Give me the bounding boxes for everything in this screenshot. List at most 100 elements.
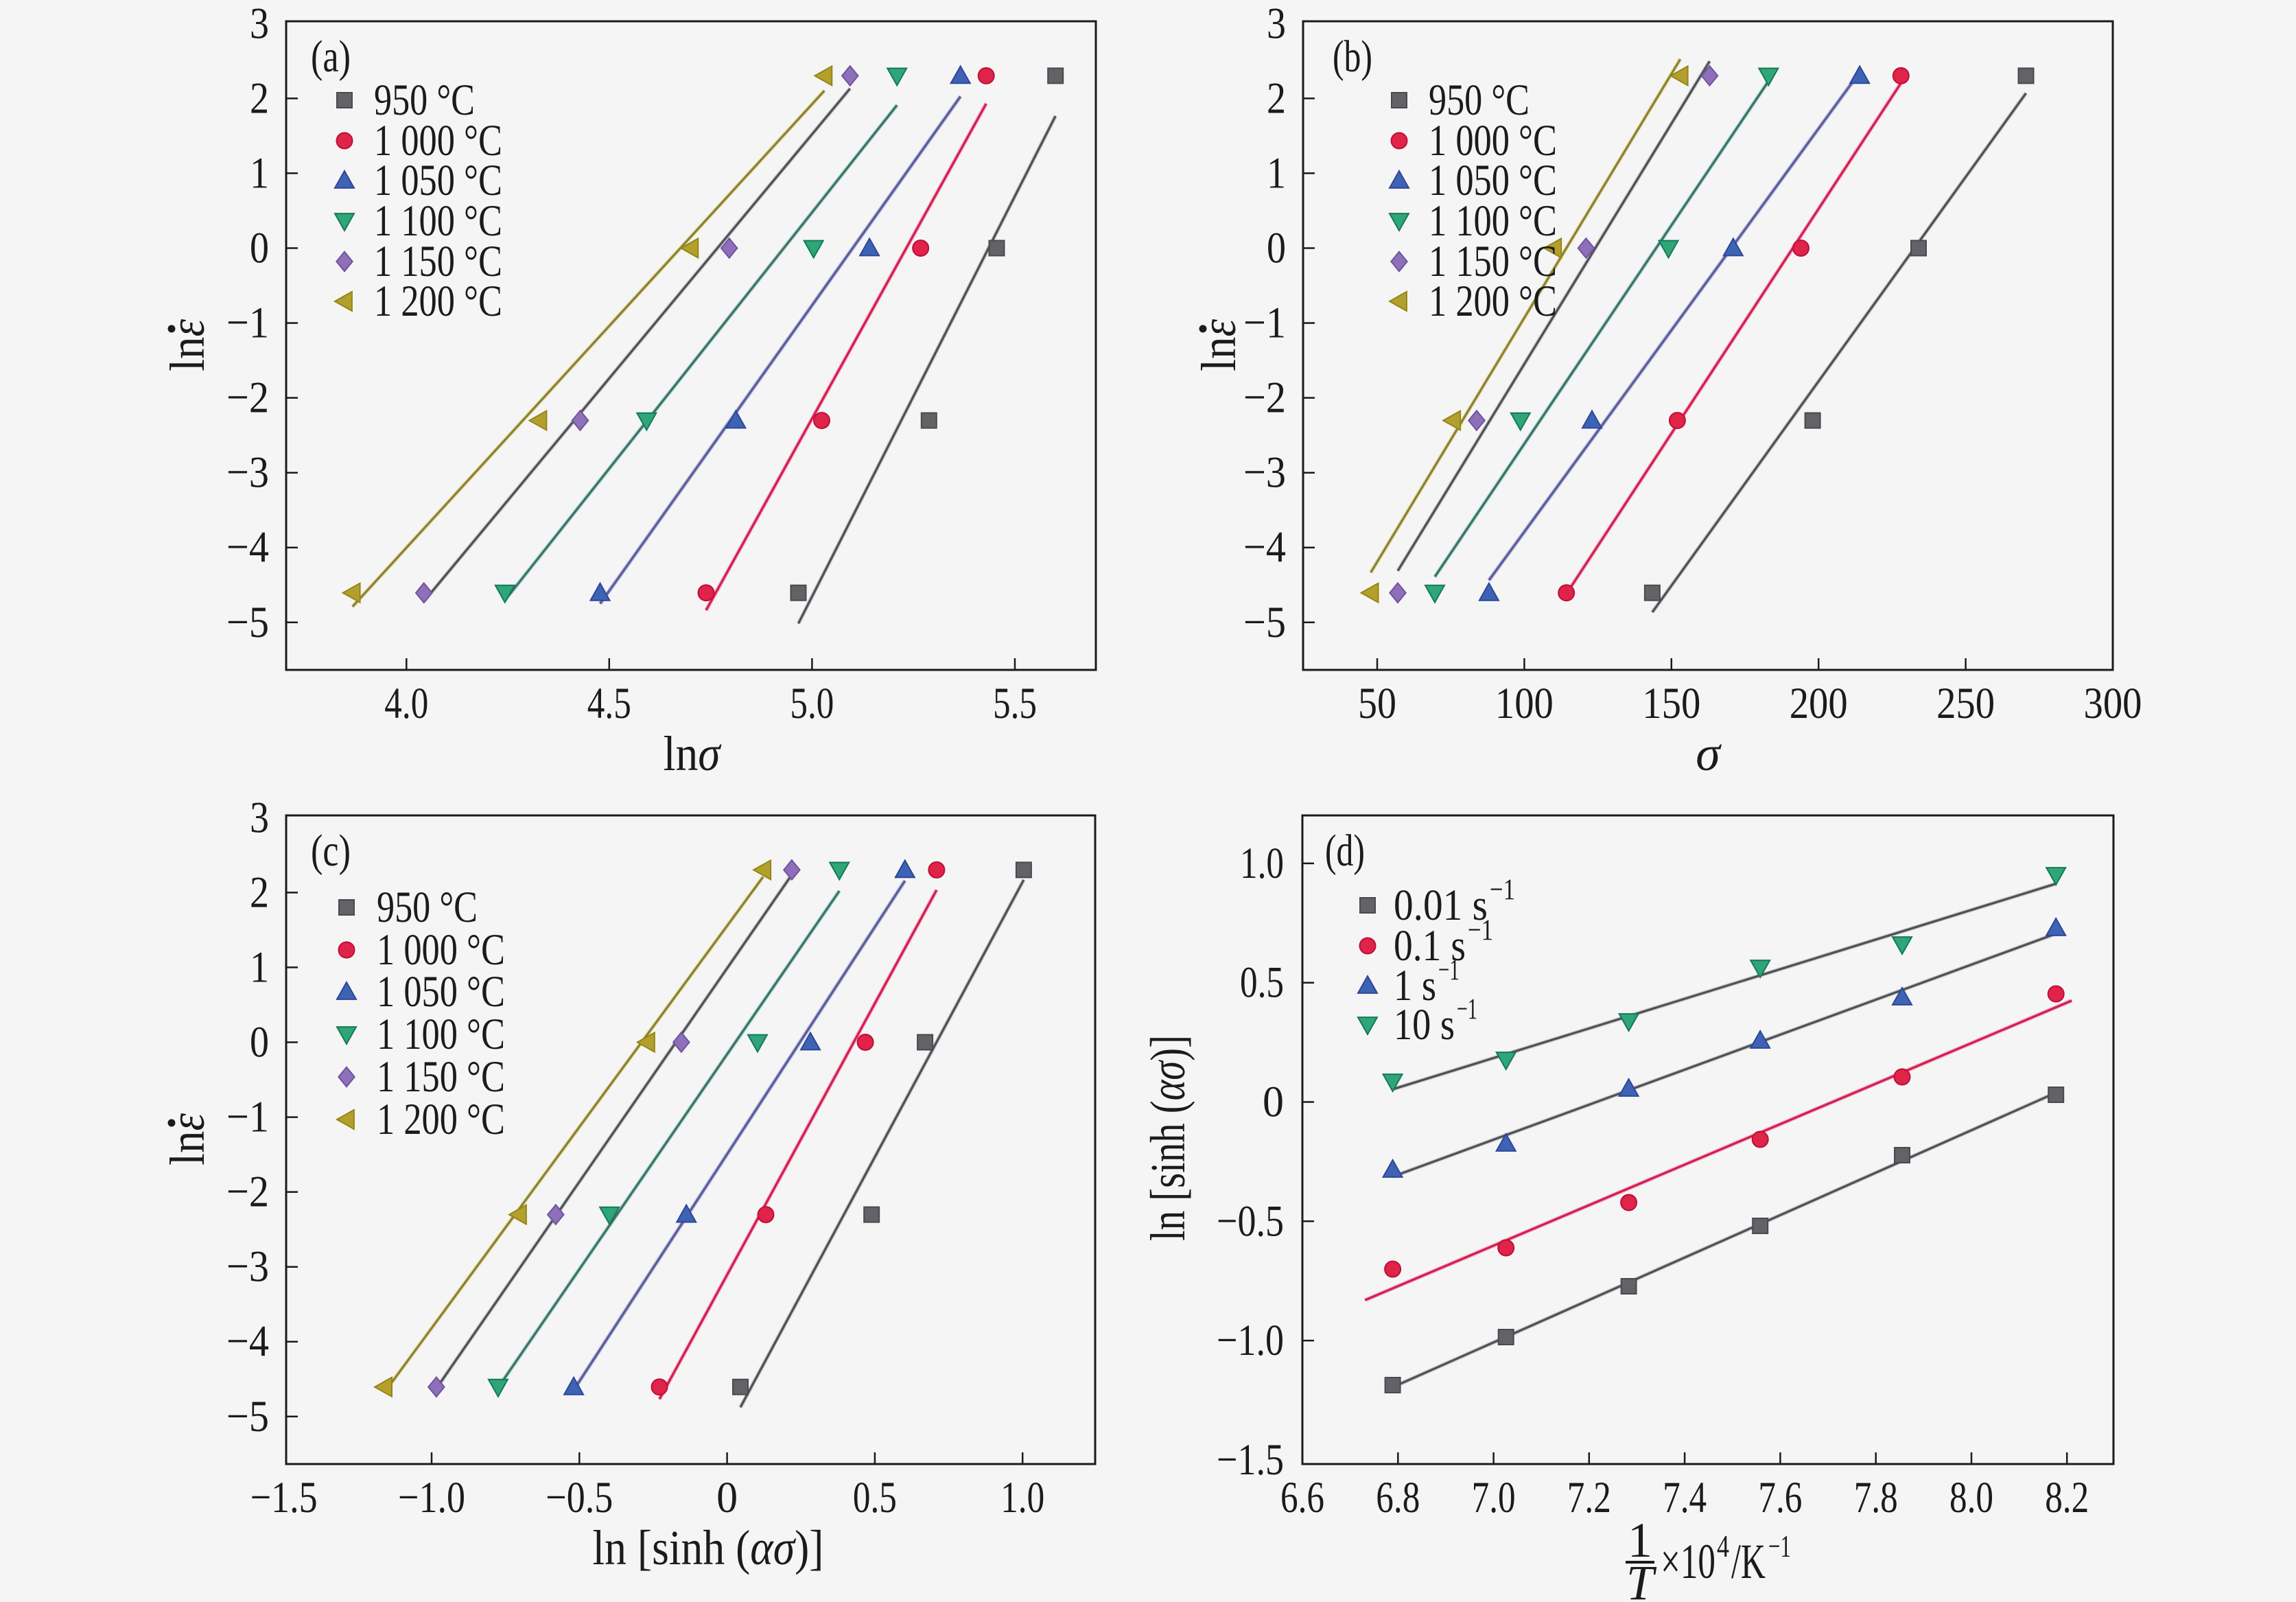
svg-text:0.5: 0.5: [1240, 958, 1284, 1008]
svg-text:ln [sinh (ασ)]: ln [sinh (ασ)]: [1140, 1035, 1195, 1241]
svg-text:1: 1: [250, 148, 269, 198]
svg-text:−1: −1: [1457, 993, 1477, 1025]
svg-text:−1: −1: [1468, 914, 1493, 947]
svg-text:(a): (a): [311, 32, 351, 82]
svg-text:950 °C: 950 °C: [374, 76, 475, 125]
svg-text:100: 100: [1495, 679, 1554, 728]
svg-text:−1.5: −1.5: [1217, 1435, 1284, 1485]
svg-text:−2: −2: [1243, 373, 1286, 423]
svg-text:1 200 °C: 1 200 °C: [1429, 277, 1557, 326]
svg-text:−0.5: −0.5: [546, 1473, 613, 1522]
svg-text:0: 0: [250, 1018, 269, 1067]
svg-text:7.4: 7.4: [1663, 1473, 1707, 1522]
svg-text:6.8: 6.8: [1376, 1473, 1420, 1522]
svg-text:3: 3: [250, 793, 269, 842]
svg-text:1 050 °C: 1 050 °C: [374, 156, 502, 205]
svg-text:2: 2: [1267, 73, 1286, 123]
svg-text:1 000 °C: 1 000 °C: [1429, 116, 1557, 165]
svg-text:−4: −4: [226, 523, 269, 572]
svg-text:lnε: lnε: [160, 1113, 215, 1165]
svg-text:10 s: 10 s: [1394, 1000, 1455, 1049]
svg-text:lnε: lnε: [160, 318, 215, 371]
svg-text:8.2: 8.2: [2045, 1473, 2089, 1522]
svg-text:150: 150: [1642, 679, 1700, 728]
svg-text:6.6: 6.6: [1280, 1473, 1324, 1522]
svg-text:T: T: [1626, 1555, 1657, 1602]
svg-text:8.0: 8.0: [1949, 1473, 1993, 1522]
svg-text:0: 0: [1267, 224, 1286, 273]
svg-text:(d): (d): [1325, 826, 1365, 876]
svg-text:1 200 °C: 1 200 °C: [377, 1095, 505, 1144]
svg-text:lnε: lnε: [1191, 318, 1246, 371]
svg-text:×10: ×10: [1661, 1534, 1715, 1589]
svg-text:−1: −1: [1768, 1529, 1791, 1564]
svg-text:−1.5: −1.5: [250, 1473, 318, 1522]
svg-text:7.8: 7.8: [1854, 1473, 1898, 1522]
svg-text:7.0: 7.0: [1472, 1473, 1516, 1522]
svg-text:1 100 °C: 1 100 °C: [1429, 196, 1557, 246]
svg-text:1 150 °C: 1 150 °C: [374, 237, 502, 286]
svg-text:−5: −5: [226, 598, 269, 647]
svg-text:1 150 °C: 1 150 °C: [1429, 237, 1557, 286]
svg-text:1: 1: [1267, 148, 1286, 198]
svg-text:3: 3: [250, 0, 269, 48]
svg-text:−3: −3: [226, 1242, 269, 1292]
svg-text:−2: −2: [226, 373, 269, 423]
svg-text:200: 200: [1790, 679, 1848, 728]
svg-text:2: 2: [250, 868, 269, 917]
svg-text:−5: −5: [1243, 598, 1286, 647]
svg-text:250: 250: [1936, 679, 1995, 728]
svg-text:(c): (c): [311, 826, 351, 876]
svg-text:1 000 °C: 1 000 °C: [377, 925, 505, 975]
svg-text:1 050 °C: 1 050 °C: [1429, 156, 1557, 205]
svg-text:−1.0: −1.0: [1217, 1316, 1284, 1365]
svg-text:1 100 °C: 1 100 °C: [377, 1010, 505, 1059]
svg-text:−1: −1: [226, 1093, 269, 1142]
svg-text:0.5: 0.5: [853, 1473, 897, 1522]
svg-text:−2: −2: [226, 1168, 269, 1217]
svg-text:950 °C: 950 °C: [377, 883, 478, 932]
svg-text:4.0: 4.0: [384, 679, 428, 728]
svg-text:−5: −5: [226, 1392, 269, 1441]
svg-text:σ: σ: [1696, 726, 1722, 781]
svg-text:/K: /K: [1731, 1534, 1766, 1589]
svg-text:1.0: 1.0: [1240, 839, 1284, 888]
svg-text:2: 2: [250, 73, 269, 123]
svg-text:1: 1: [250, 942, 269, 992]
svg-text:300: 300: [2084, 679, 2142, 728]
svg-text:3: 3: [1267, 0, 1286, 48]
svg-text:−1.0: −1.0: [398, 1473, 465, 1522]
svg-text:4: 4: [1717, 1529, 1729, 1564]
svg-text:1 200 °C: 1 200 °C: [374, 277, 502, 326]
svg-text:950 °C: 950 °C: [1429, 76, 1530, 125]
svg-text:−4: −4: [226, 1317, 269, 1367]
svg-text:0: 0: [250, 224, 269, 273]
svg-text:1 100 °C: 1 100 °C: [374, 196, 502, 246]
svg-text:0.1 s: 0.1 s: [1394, 921, 1466, 971]
svg-text:−1: −1: [226, 299, 269, 348]
svg-text:0.01 s: 0.01 s: [1394, 881, 1488, 930]
svg-text:1.0: 1.0: [1000, 1473, 1044, 1522]
svg-text:1 000 °C: 1 000 °C: [374, 116, 502, 165]
svg-text:1 150 °C: 1 150 °C: [377, 1052, 505, 1102]
svg-text:lnσ: lnσ: [664, 726, 722, 781]
svg-text:1: 1: [1628, 1513, 1652, 1568]
svg-text:−0.5: −0.5: [1217, 1196, 1284, 1246]
svg-text:ln [sinh (ασ)]: ln [sinh (ασ)]: [593, 1520, 824, 1575]
svg-text:0: 0: [1263, 1078, 1284, 1127]
svg-text:5.5: 5.5: [993, 679, 1037, 728]
svg-text:−3: −3: [226, 448, 269, 498]
svg-text:5.0: 5.0: [790, 679, 834, 728]
svg-text:7.2: 7.2: [1567, 1473, 1611, 1522]
svg-text:7.6: 7.6: [1758, 1473, 1802, 1522]
svg-text:50: 50: [1358, 679, 1396, 728]
svg-text:4.5: 4.5: [587, 679, 631, 728]
svg-text:−1: −1: [1243, 299, 1286, 348]
svg-text:1 050 °C: 1 050 °C: [377, 967, 505, 1017]
svg-text:−3: −3: [1243, 448, 1286, 498]
svg-text:(b): (b): [1333, 32, 1372, 82]
svg-text:1 s: 1 s: [1394, 961, 1436, 1010]
svg-text:0: 0: [716, 1473, 738, 1522]
svg-text:−4: −4: [1243, 523, 1286, 572]
svg-text:−1: −1: [1438, 954, 1460, 986]
